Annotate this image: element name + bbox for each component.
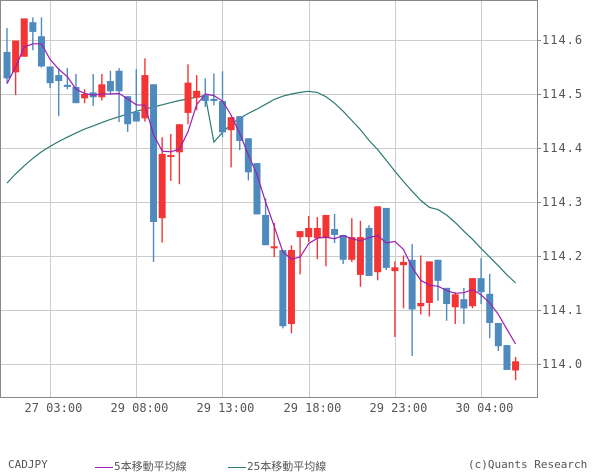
ma25-line [6,90,517,284]
candle-up [12,40,20,73]
x-tick-label: 29 18:00 [283,401,342,415]
candle-up [158,153,166,219]
candle-down [106,81,114,92]
candle-up [425,261,433,303]
x-tick-label: 29 08:00 [110,401,169,415]
candle-down [460,299,468,309]
legend-ma25: 25本移動平均線 [228,458,326,474]
candle-down [72,86,80,104]
ma25-path [6,90,517,284]
candle-down [443,287,451,305]
ma5-line [6,43,517,345]
candle-up [175,124,183,153]
candle-up [227,117,235,131]
candle-up [81,94,89,99]
candles [3,17,520,381]
credit-text: (c)Quants Research [468,458,588,471]
candle-down [253,163,261,215]
plot-frame [0,0,538,398]
candle-down [382,207,390,268]
candle-down [503,345,511,370]
candle-up [270,246,278,249]
candle-down [115,70,123,92]
candle-up [468,278,476,307]
y-tick-label: 114.5 [542,86,584,101]
x-tick-label: 30 04:00 [455,401,514,415]
legend-ma5-label: 5本移動平均線 [114,460,187,473]
candle-up [313,227,321,239]
y-tick-label: 114.0 [542,356,584,371]
y-tick-label: 114.3 [542,194,584,209]
candle-up [296,231,304,238]
x-tick-label: 29 23:00 [369,401,428,415]
candle-up [305,227,313,238]
candle-up [400,261,408,266]
candle-up [356,237,364,275]
candle-down [365,227,373,276]
candle-up [184,82,192,113]
candle-up [391,267,399,272]
candle-down [3,51,11,79]
legend-ma5: 5本移動平均線 [95,458,187,474]
candle-down [132,111,140,122]
candle-up [322,214,330,239]
candle-down [63,84,71,87]
candle-down [124,96,132,125]
candle-up [20,18,28,57]
y-tick-label: 114.2 [542,248,584,263]
candle-down [201,95,209,102]
legend-ma25-label: 25本移動平均線 [247,460,327,473]
candlestick-chart [0,0,541,398]
candle-up [98,84,106,98]
candle-up [167,155,175,158]
ma5-swatch [95,466,113,468]
candle-down [219,101,226,133]
candle-down [408,259,416,310]
ma5-path [6,43,517,345]
candle-down [477,278,485,293]
candle-up [193,90,201,98]
x-tick-label: 29 13:00 [196,401,255,415]
candle-up [417,302,425,307]
candle-down [37,36,45,67]
candle-down [210,98,218,102]
candle-down [331,229,339,235]
candle-up [374,206,382,273]
candle-up [287,250,295,325]
candle-up [141,75,149,119]
candle-down [55,75,63,82]
candle-down [434,259,442,281]
legend-symbol: CADJPY [8,458,48,471]
candle-down [279,250,287,327]
y-tick-label: 114.1 [542,302,584,317]
x-tick-label: 27 03:00 [24,401,83,415]
candle-down [236,116,244,141]
candle-up [348,237,356,260]
grid-lines [0,0,541,398]
candle-down [150,84,158,222]
candle-down [494,322,502,347]
ma25-swatch [228,466,246,468]
candle-up [451,294,459,308]
candle-down [29,22,37,32]
candle-down [262,214,270,246]
candle-down [46,66,54,84]
candle-down [339,234,347,260]
candle-up [512,361,520,371]
y-tick-label: 114.4 [542,140,584,155]
y-tick-label: 114.6 [542,32,584,47]
candle-down [486,293,494,323]
